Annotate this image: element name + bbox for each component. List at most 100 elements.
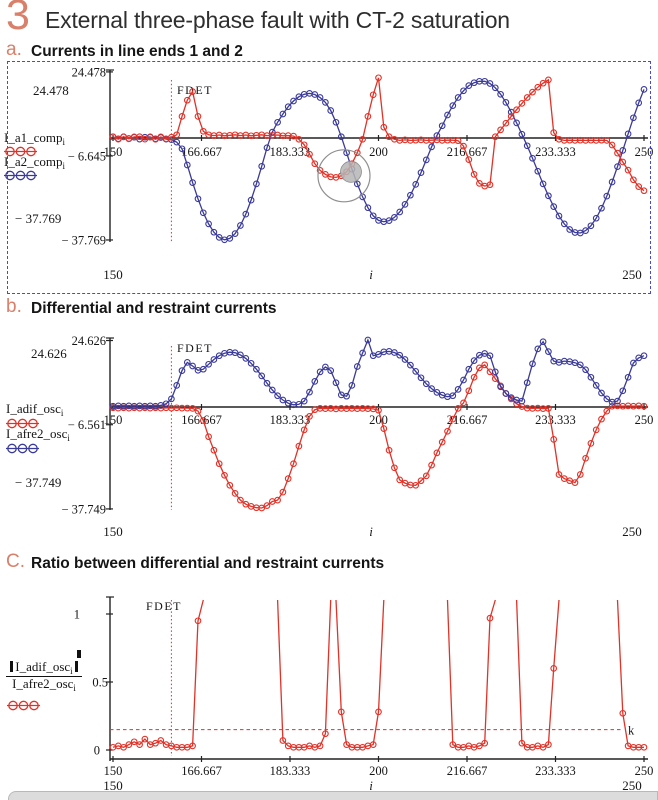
data-point-marker	[364, 742, 372, 750]
data-point-marker	[624, 402, 632, 410]
data-point-marker	[534, 742, 542, 750]
data-point-marker	[337, 391, 345, 399]
panel-a-selection-border	[7, 61, 651, 294]
y-tick-label: 24.626	[72, 334, 106, 348]
data-point-marker	[375, 351, 382, 358]
data-point-marker	[566, 358, 574, 365]
data-point-marker	[221, 349, 228, 357]
data-point-marker	[306, 388, 313, 396]
data-point-marker	[168, 395, 175, 403]
data-point-marker	[284, 742, 292, 750]
ratio-denominator: I_afre2_osci	[12, 675, 76, 693]
data-point-marker	[290, 460, 297, 468]
ratio-numerator: I_adif_osci	[6, 660, 82, 677]
data-point-marker	[162, 741, 170, 748]
data-point-marker	[566, 477, 574, 485]
section-a-title: Currents in line ends 1 and 2	[31, 43, 243, 60]
data-point-marker	[168, 404, 175, 412]
data-point-marker	[560, 475, 568, 482]
data-point-marker	[560, 357, 568, 365]
x-min-label: 150	[103, 778, 123, 793]
data-point-marker	[136, 402, 143, 410]
data-point-marker	[444, 393, 451, 401]
x-tick-label: 250	[635, 413, 654, 427]
data-point-marker	[322, 363, 329, 371]
data-point-marker	[178, 404, 186, 412]
data-point-marker	[417, 374, 425, 382]
y-tick-label: − 37.749	[61, 502, 106, 516]
y-min-label: − 37.749	[15, 475, 62, 490]
x-max-label: 250	[622, 524, 642, 539]
data-point-marker	[152, 739, 159, 747]
y-tick-label: − 6.561	[68, 418, 106, 432]
data-point-marker	[576, 471, 584, 478]
fdet-label: FDET	[146, 599, 182, 613]
data-point-marker	[173, 404, 181, 412]
data-point-marker	[258, 504, 266, 512]
x-tick-label: 233.333	[535, 413, 576, 427]
data-point-marker	[529, 405, 536, 412]
abs-bar-icon	[74, 661, 78, 672]
data-point-marker	[109, 404, 117, 412]
data-point-marker	[523, 743, 531, 751]
x-min-label: 150	[103, 524, 123, 539]
page-number: 3	[6, 0, 30, 39]
data-point-marker	[183, 743, 191, 751]
data-point-marker	[311, 406, 319, 414]
data-point-marker	[268, 386, 276, 394]
y-max-label: 24.478	[33, 83, 69, 98]
data-point-marker	[555, 471, 563, 478]
data-point-marker	[359, 743, 366, 751]
data-point-marker	[322, 405, 329, 412]
data-point-marker	[162, 404, 170, 412]
data-point-marker	[348, 743, 356, 751]
data-point-marker	[614, 402, 621, 410]
data-point-marker	[582, 366, 589, 374]
data-point-marker	[290, 401, 297, 409]
data-point-marker	[518, 739, 526, 747]
data-point-marker	[507, 394, 515, 401]
data-point-marker	[375, 708, 382, 716]
data-point-marker	[168, 742, 175, 750]
section-b-label: b.	[6, 296, 22, 317]
data-point-marker	[130, 404, 138, 412]
data-point-marker	[369, 405, 377, 413]
x-min-label: 150	[103, 267, 123, 282]
data-point-marker	[199, 365, 207, 373]
data-point-marker	[518, 397, 526, 405]
data-point-marker	[391, 464, 398, 472]
section-c-label: C.	[6, 551, 25, 572]
data-point-marker	[571, 479, 579, 486]
x-var-label: i	[369, 267, 373, 282]
data-point-marker	[465, 387, 473, 395]
data-point-marker	[268, 498, 276, 505]
data-point-marker	[364, 405, 372, 412]
series-line-red	[112, 364, 645, 509]
data-point-marker	[322, 730, 329, 738]
data-point-marker	[486, 614, 494, 622]
data-point-marker	[550, 665, 558, 672]
x-tick-label: 200	[369, 764, 388, 778]
x-tick-label: 216.667	[447, 413, 488, 427]
data-point-marker	[130, 738, 138, 746]
x-var-label: i	[369, 778, 373, 793]
data-point-marker	[253, 504, 260, 512]
data-point-marker	[173, 743, 181, 751]
data-point-marker	[545, 405, 552, 412]
x-var-label: i	[369, 524, 373, 539]
data-point-marker	[146, 402, 154, 410]
data-point-marker	[109, 402, 117, 410]
data-point-marker	[348, 405, 356, 412]
data-point-marker	[481, 361, 489, 369]
data-point-marker	[518, 403, 526, 410]
data-point-marker	[624, 742, 632, 750]
data-point-marker	[189, 362, 196, 370]
data-point-marker	[242, 500, 250, 508]
x-max-label: 250	[622, 778, 642, 793]
fraction-bracket-mark	[77, 650, 81, 658]
data-point-marker	[401, 356, 409, 363]
data-point-marker	[545, 741, 552, 748]
section-a-label: a.	[6, 39, 22, 60]
data-point-marker	[635, 743, 643, 751]
data-point-marker	[476, 351, 483, 359]
